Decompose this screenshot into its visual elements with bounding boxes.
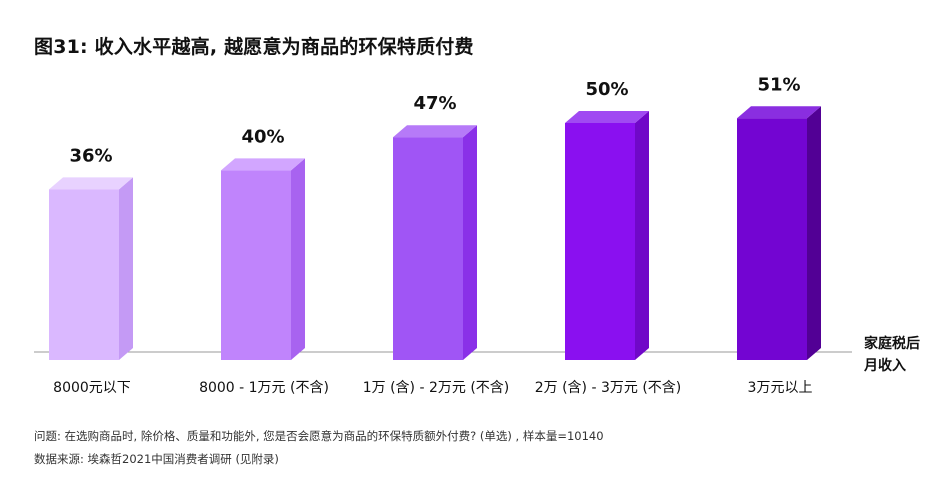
x-tick-label-3: 1万 (含) - 2万元 (不含) (363, 380, 510, 396)
bar-top-1 (49, 177, 133, 190)
data-label-4: 50% (585, 79, 628, 100)
bar-side-5 (807, 106, 821, 360)
x-axis-title-line-2: 月收入 (863, 357, 906, 374)
bar-side-1 (119, 177, 133, 360)
x-tick-label-5: 3万元以上 (748, 380, 813, 396)
bar-3 (393, 137, 463, 360)
bar-2 (221, 170, 291, 360)
bar-side-4 (635, 111, 649, 360)
data-label-3: 47% (413, 93, 456, 114)
x-tick-label-2: 8000 - 1万元 (不含) (199, 380, 329, 396)
bar-top-5 (737, 106, 821, 119)
x-axis-title-line-1: 家庭税后 (864, 335, 920, 352)
data-label-1: 36% (69, 145, 112, 166)
bar-top-2 (221, 158, 305, 171)
bar-5 (737, 118, 807, 360)
bar-side-3 (463, 125, 477, 360)
bar-4 (565, 123, 635, 360)
data-label-5: 51% (757, 74, 800, 95)
bar-chart: 36% 8000元以下 40% 8000 - 1万元 (不含) 47% 1万 (含) - … (34, 74, 920, 396)
x-tick-label-4: 2万 (含) - 3万元 (不含) (535, 380, 682, 396)
bar-top-3 (393, 125, 477, 138)
data-label-2: 40% (241, 126, 284, 147)
bar-side-2 (291, 158, 305, 360)
bar-1 (49, 189, 119, 360)
x-tick-label-1: 8000元以下 (53, 380, 131, 396)
bar-top-4 (565, 111, 649, 123)
chart-title: 图31: 收入水平越高, 越愿意为商品的环保特质付费 (34, 36, 474, 58)
data-source-note: 数据来源: 埃森哲2021中国消费者调研 (见附录) (34, 452, 279, 466)
survey-question-note: 问题: 在选购商品时, 除价格、质量和功能外, 您是否会愿意为商品的环保特质额外… (34, 429, 604, 443)
